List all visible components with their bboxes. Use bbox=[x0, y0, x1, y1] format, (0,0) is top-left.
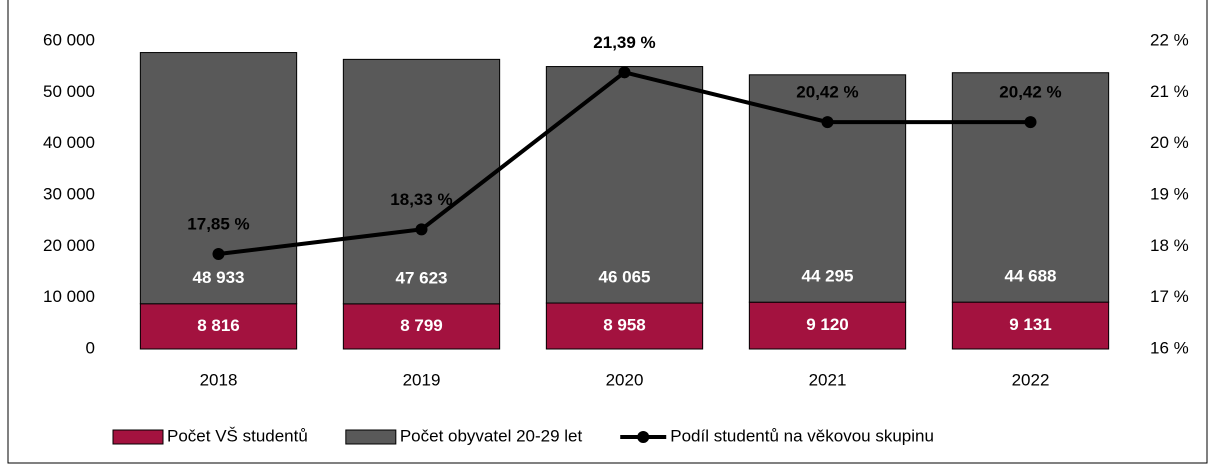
bar-segment bbox=[342, 58, 501, 305]
x-tick-label: 2019 bbox=[403, 370, 441, 389]
legend-label: Počet obyvatel 20-29 let bbox=[400, 426, 583, 445]
line-value-label: 18,33 % bbox=[390, 190, 452, 209]
legend-label: Počet VŠ studentů bbox=[167, 426, 308, 445]
bar-value-label: 8 958 bbox=[603, 315, 646, 334]
x-tick-label: 2022 bbox=[1012, 370, 1050, 389]
y-tick-label: 50 000 bbox=[43, 82, 95, 101]
line-marker bbox=[618, 66, 631, 79]
bar-value-label: 8 799 bbox=[400, 316, 443, 335]
y2-tick-label: 22 % bbox=[1150, 30, 1189, 49]
bar-value-label: 46 065 bbox=[599, 267, 651, 286]
y-tick-label: 10 000 bbox=[43, 287, 95, 306]
line-value-label: 20,42 % bbox=[999, 83, 1061, 102]
bar-value-label: 9 131 bbox=[1009, 315, 1052, 334]
legend-label: Podíl studentů na věkovou skupinu bbox=[670, 426, 934, 445]
bar-value-label: 47 623 bbox=[396, 268, 448, 287]
bar-segment bbox=[139, 303, 298, 350]
bar-value-label: 9 120 bbox=[806, 315, 849, 334]
y2-tick-label: 20 % bbox=[1150, 133, 1189, 152]
line-marker bbox=[212, 248, 225, 261]
chart-frame bbox=[7, 0, 1208, 464]
bar-segment bbox=[951, 72, 1110, 303]
bar-value-label: 44 688 bbox=[1005, 267, 1057, 286]
x-tick-label: 2021 bbox=[809, 370, 847, 389]
bar-segment bbox=[342, 303, 501, 350]
bar-value-label: 8 816 bbox=[197, 316, 240, 335]
bar-segment bbox=[139, 52, 298, 305]
y2-tick-label: 19 % bbox=[1150, 184, 1189, 203]
y-tick-label: 60 000 bbox=[43, 30, 95, 49]
legend-swatch bbox=[112, 429, 164, 445]
line-marker bbox=[821, 116, 834, 129]
bar-segment bbox=[748, 74, 907, 303]
bar-segment bbox=[545, 66, 704, 304]
legend-marker bbox=[637, 431, 650, 443]
bar-segment bbox=[748, 301, 907, 350]
bar-value-label: 44 295 bbox=[802, 267, 854, 286]
line-marker bbox=[415, 223, 428, 236]
y2-tick-label: 21 % bbox=[1150, 82, 1189, 101]
line-value-label: 20,42 % bbox=[796, 83, 858, 102]
y-tick-label: 30 000 bbox=[43, 184, 95, 203]
y-tick-label: 40 000 bbox=[43, 133, 95, 152]
x-tick-label: 2018 bbox=[200, 370, 238, 389]
y2-tick-label: 17 % bbox=[1150, 287, 1189, 306]
line-marker bbox=[1024, 116, 1037, 129]
legend-swatch bbox=[345, 429, 397, 445]
y2-tick-label: 18 % bbox=[1150, 236, 1189, 255]
y-tick-label: 20 000 bbox=[43, 236, 95, 255]
bar-segment bbox=[951, 301, 1110, 350]
y-tick-label: 0 bbox=[86, 338, 95, 357]
x-tick-label: 2020 bbox=[606, 370, 644, 389]
y2-tick-label: 16 % bbox=[1150, 338, 1189, 357]
line-value-label: 17,85 % bbox=[187, 215, 249, 234]
bar-value-label: 48 933 bbox=[193, 268, 245, 287]
line-value-label: 21,39 % bbox=[593, 33, 655, 52]
